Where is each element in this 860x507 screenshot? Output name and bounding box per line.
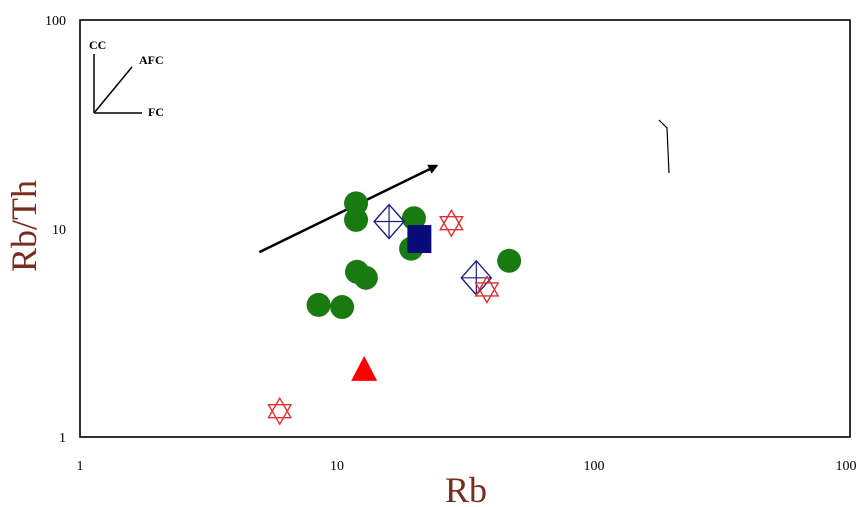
afc-vector [93, 66, 133, 114]
x-tick-label: 100 [836, 459, 857, 474]
fc-label: FC [148, 105, 164, 119]
plot-frame [79, 19, 851, 438]
circle-point [306, 292, 331, 317]
x-axis-title: Rb [445, 470, 487, 507]
x-tick-label: 100 [584, 459, 605, 474]
circle-point [497, 248, 522, 273]
y-tick-label: 10 [52, 223, 66, 238]
hexagram-point [438, 208, 464, 238]
y-tick-label: 1 [59, 431, 66, 446]
circle-point [401, 206, 426, 231]
cc-label: CC [89, 38, 106, 52]
square-point [407, 225, 432, 254]
vector-diagram: CC AFC FC [89, 38, 164, 119]
circle-point [344, 191, 369, 216]
circle-point [344, 207, 369, 232]
x-tick-label: 1 [77, 459, 84, 474]
diamond-cross-point [373, 203, 405, 240]
y-tick-labels: 1 10 100 [45, 14, 66, 446]
x-tick-label: 10 [330, 459, 344, 474]
y-tick-label: 100 [45, 14, 66, 29]
circle-point [330, 295, 355, 320]
hexagram-point [267, 396, 293, 426]
stray-mark [658, 119, 670, 174]
hexagram-point [474, 275, 500, 304]
triangle-point [351, 355, 378, 381]
x-tick-labels: 1 10 100 100 [77, 459, 857, 474]
circle-point [353, 265, 378, 290]
y-axis-title: Rb/Th [4, 180, 44, 272]
afc-label: AFC [139, 53, 164, 67]
data-points [267, 191, 522, 426]
